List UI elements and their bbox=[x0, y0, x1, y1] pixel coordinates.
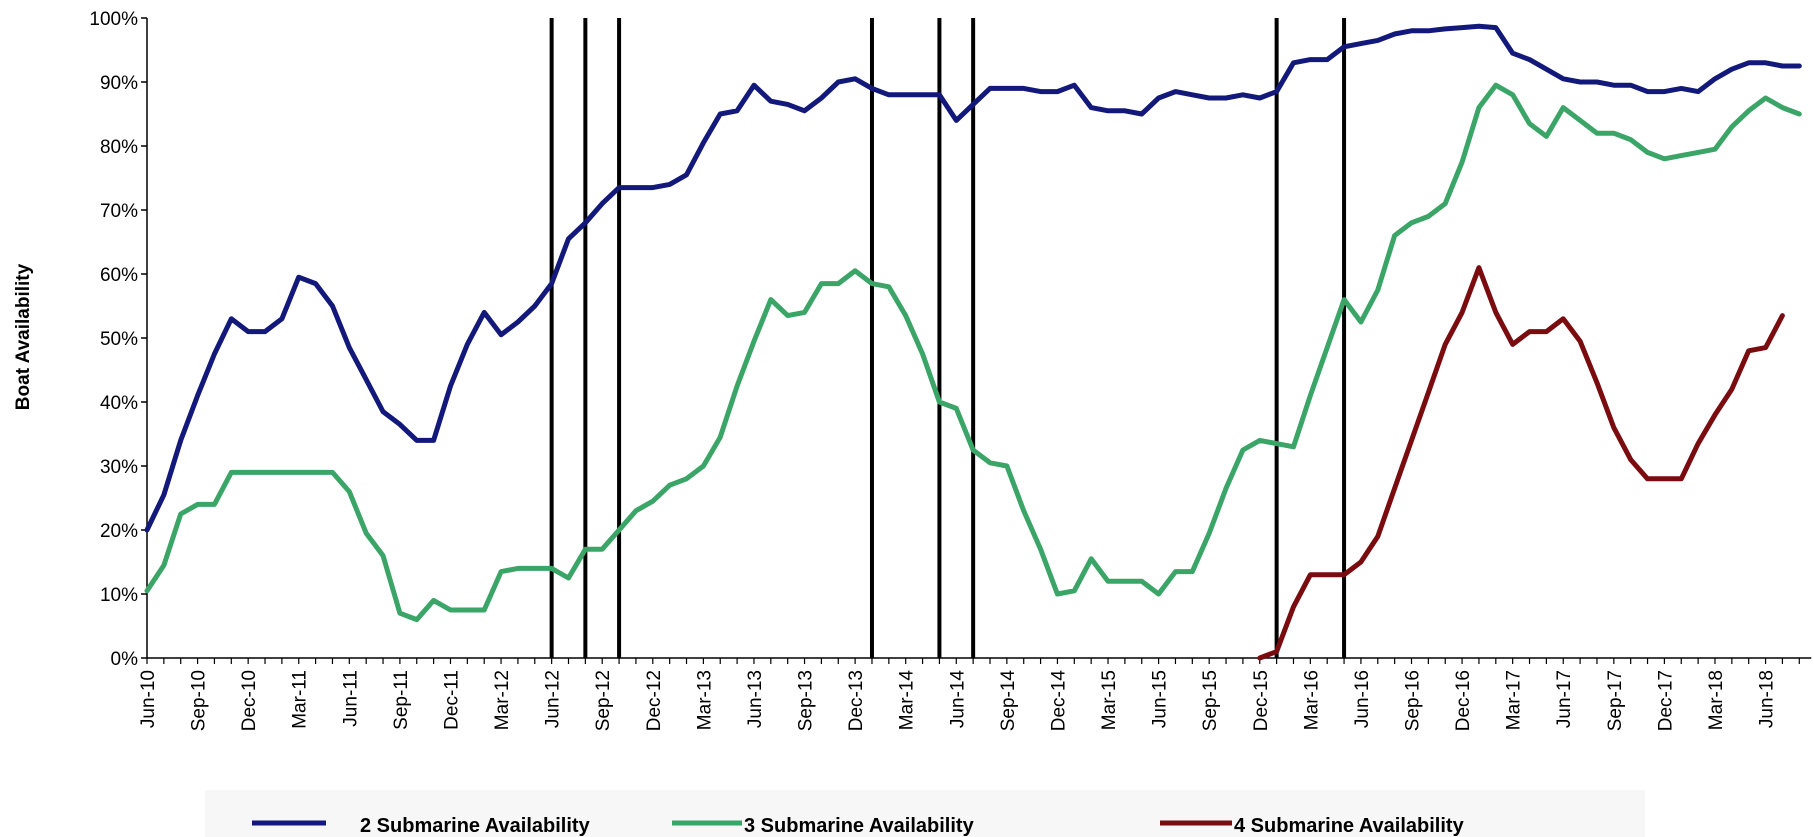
legend-label-4-submarine: 4 Submarine Availability bbox=[1234, 815, 1465, 837]
x-tick-label-14: Dec-13 bbox=[846, 670, 867, 731]
y-axis-title: Boat Availability bbox=[13, 263, 34, 410]
legend-label-2-submarine: 2 Submarine Availability bbox=[360, 815, 591, 837]
x-tick-label-17: Sep-14 bbox=[998, 670, 1019, 732]
y-tick-label-2: 20% bbox=[100, 521, 138, 542]
series-line-2-submarine bbox=[144, 23, 1802, 533]
x-tick-label-7: Mar-12 bbox=[492, 670, 513, 730]
y-tick-label-8: 80% bbox=[100, 137, 138, 158]
x-axis-ticks: Jun-10 Sep-10 Dec-10 Mar-11 Jun-11 Sep-11 Dec-… bbox=[138, 658, 1800, 732]
x-tick-label-23: Mar-16 bbox=[1301, 670, 1322, 730]
x-tick-label-3: Mar-11 bbox=[290, 670, 311, 729]
x-tick-label-10: Dec-12 bbox=[644, 670, 665, 731]
legend-label-3-submarine: 3 Submarine Availability bbox=[744, 815, 975, 837]
x-tick-label-29: Sep-17 bbox=[1605, 670, 1626, 731]
x-tick-label-18: Dec-14 bbox=[1048, 670, 1069, 732]
legend: 2 Submarine Availability 3 Submarine Avai… bbox=[252, 815, 1465, 837]
y-tick-label-10: 100% bbox=[89, 9, 138, 30]
y-tick-label-3: 30% bbox=[100, 457, 138, 478]
event-lines bbox=[549, 18, 1347, 658]
x-tick-label-25: Sep-16 bbox=[1403, 670, 1424, 731]
y-tick-label-7: 70% bbox=[100, 201, 138, 222]
x-tick-label-32: Jun-18 bbox=[1757, 670, 1778, 728]
y-tick-label-0: 0% bbox=[111, 649, 139, 670]
x-tick-label-8: Jun-12 bbox=[543, 670, 564, 728]
x-tick-label-21: Sep-15 bbox=[1200, 670, 1221, 731]
x-tick-label-11: Mar-13 bbox=[694, 670, 715, 730]
x-tick-label-1: Sep-10 bbox=[189, 670, 210, 731]
series-lines bbox=[144, 23, 1802, 661]
x-tick-label-24: Jun-16 bbox=[1352, 670, 1373, 728]
x-tick-label-5: Sep-11 bbox=[391, 670, 412, 730]
x-tick-label-4: Jun-11 bbox=[340, 670, 361, 727]
y-tick-label-4: 40% bbox=[100, 393, 138, 414]
x-tick-label-31: Mar-18 bbox=[1706, 670, 1727, 730]
series-line-3-submarine bbox=[144, 82, 1802, 623]
x-tick-label-26: Dec-16 bbox=[1453, 670, 1474, 731]
x-tick-label-9: Sep-12 bbox=[593, 670, 614, 731]
x-tick-label-16: Jun-14 bbox=[947, 670, 968, 729]
x-tick-label-0: Jun-10 bbox=[138, 670, 159, 728]
x-tick-label-28: Jun-17 bbox=[1554, 670, 1575, 728]
x-tick-label-13: Sep-13 bbox=[796, 670, 817, 731]
x-tick-label-27: Mar-17 bbox=[1504, 670, 1525, 730]
x-tick-label-12: Jun-13 bbox=[745, 670, 766, 728]
legend-background bbox=[205, 790, 1645, 837]
y-tick-label-9: 90% bbox=[100, 73, 138, 94]
x-tick-label-30: Dec-17 bbox=[1655, 670, 1676, 731]
x-tick-label-22: Dec-15 bbox=[1251, 670, 1272, 731]
x-tick-label-6: Dec-11 bbox=[441, 670, 462, 730]
x-tick-label-20: Jun-15 bbox=[1150, 670, 1171, 728]
y-tick-label-1: 10% bbox=[100, 585, 138, 606]
y-axis-ticks: 0% 10% 20% 30% 40% 50% 60% 70% 80% 90% 100% bbox=[89, 9, 147, 670]
x-tick-label-19: Mar-15 bbox=[1099, 670, 1120, 730]
y-tick-label-5: 50% bbox=[100, 329, 138, 350]
x-tick-label-2: Dec-10 bbox=[239, 670, 260, 731]
x-tick-label-15: Mar-14 bbox=[897, 670, 918, 731]
y-tick-label-6: 60% bbox=[100, 265, 138, 286]
series-line-4-submarine bbox=[1257, 265, 1785, 661]
